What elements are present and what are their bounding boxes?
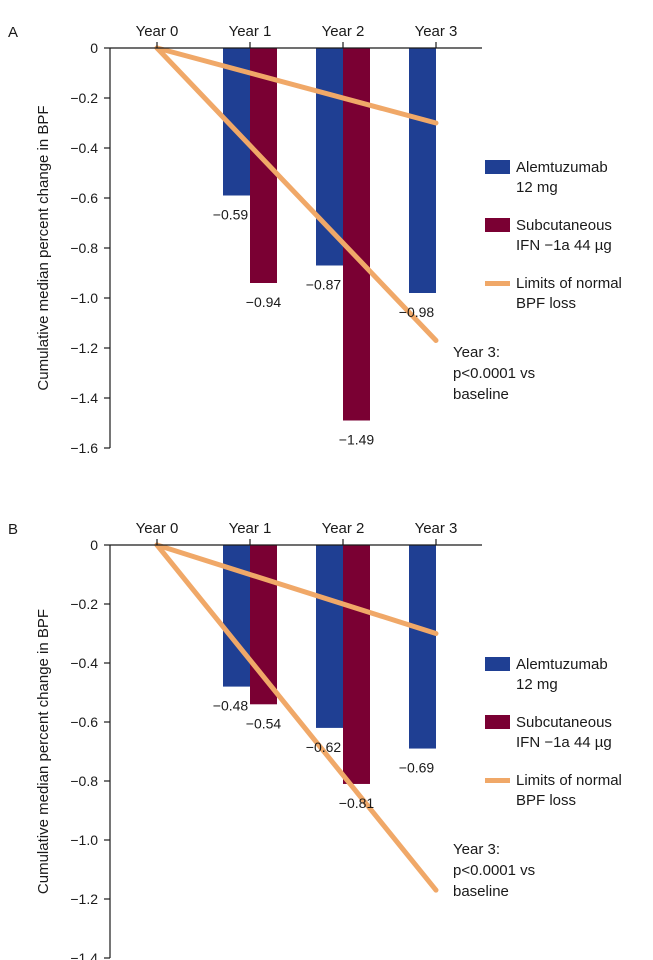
x-category-label: Year 0 xyxy=(136,23,179,40)
legend-swatch-line xyxy=(485,281,510,286)
legend-entry: Limits of normal xyxy=(516,772,622,789)
bar-ifn-year-1 xyxy=(250,48,277,283)
legend-entry: BPF loss xyxy=(516,792,576,809)
y-tick-label: −0.8 xyxy=(70,240,98,256)
y-tick-label: −0.6 xyxy=(70,190,98,206)
annotation: Year 3: xyxy=(453,344,500,361)
y-tick-label: −0.2 xyxy=(70,90,98,106)
y-axis-label: Cumulative median percent change in BPF xyxy=(35,105,52,390)
data-label: −0.81 xyxy=(339,795,375,811)
normal-limit-line-lower xyxy=(154,45,439,343)
legend-swatch-line xyxy=(485,778,510,783)
data-label: −0.54 xyxy=(246,715,282,731)
annotation: Year 3: xyxy=(453,841,500,858)
normal-limit-line-upper xyxy=(154,542,439,636)
bar-alemtuzumab-year-3 xyxy=(409,545,436,749)
x-category-label: Year 3 xyxy=(415,23,458,40)
x-category-label: Year 2 xyxy=(322,520,365,537)
y-tick-label: −1.0 xyxy=(70,290,98,306)
bar-ifn-year-2 xyxy=(343,48,370,421)
bar-alemtuzumab-year-3 xyxy=(409,48,436,293)
data-label: −0.59 xyxy=(213,207,249,223)
chart-panel-a: A 0 −0.2 −0.4 −0.6 −0.8 −1.0 −1.2 −1.4 −1.6 Year 0… xyxy=(8,23,622,456)
y-tick-label: −0.2 xyxy=(70,596,98,612)
x-category-label: Year 1 xyxy=(229,23,272,40)
legend-swatch xyxy=(485,715,510,729)
x-category-label: Year 3 xyxy=(415,520,458,537)
legend-entry: Limits of normal xyxy=(516,275,622,292)
y-tick-label: −1.0 xyxy=(70,832,98,848)
y-tick-label: −0.8 xyxy=(70,773,98,789)
legend-swatch xyxy=(485,657,510,671)
legend-swatch xyxy=(485,160,510,174)
legend-entry: Alemtuzumab xyxy=(516,159,608,176)
bar-ifn-year-2 xyxy=(343,545,370,784)
y-axis-label: Cumulative median percent change in BPF xyxy=(35,609,52,894)
legend-entry: 12 mg xyxy=(516,179,558,196)
y-tick-label: 0 xyxy=(90,40,98,56)
y-tick-label: −0.4 xyxy=(70,655,98,671)
y-tick-label: −0.4 xyxy=(70,140,98,156)
data-label: −0.87 xyxy=(306,277,342,293)
legend-entry: Subcutaneous xyxy=(516,217,612,234)
x-category-label: Year 1 xyxy=(229,520,272,537)
bar-alemtuzumab-year-2 xyxy=(316,545,343,728)
data-label: −0.69 xyxy=(399,760,435,776)
data-label: −1.49 xyxy=(339,432,375,448)
panel-letter: A xyxy=(8,24,18,41)
bar-alemtuzumab-year-2 xyxy=(316,48,343,266)
data-label: −0.94 xyxy=(246,294,282,310)
x-category-label: Year 0 xyxy=(136,520,179,537)
normal-limit-line-upper xyxy=(154,45,439,126)
y-tick-label: −1.2 xyxy=(70,340,98,356)
chart-panel-b: B 0 −0.2 −0.4 −0.6 −0.8 −1.0 −1.2 −1.4 Year 0 Year… xyxy=(8,520,622,960)
legend-entry: Subcutaneous xyxy=(516,714,612,731)
legend-entry: IFN −1a 44 µg xyxy=(516,734,612,751)
legend-entry: 12 mg xyxy=(516,676,558,693)
y-tick-label: −1.4 xyxy=(70,950,98,960)
legend-entry: IFN −1a 44 µg xyxy=(516,237,612,254)
data-label: −0.48 xyxy=(213,698,249,714)
legend-entry: Alemtuzumab xyxy=(516,656,608,673)
x-category-label: Year 2 xyxy=(322,23,365,40)
y-tick-label: −1.4 xyxy=(70,390,98,406)
y-tick-label: −0.6 xyxy=(70,714,98,730)
y-tick-label: −1.6 xyxy=(70,440,98,456)
legend-entry: BPF loss xyxy=(516,295,576,312)
annotation: p<0.0001 vs xyxy=(453,862,535,879)
y-tick-label: −1.2 xyxy=(70,891,98,907)
annotation: baseline xyxy=(453,386,509,403)
data-label: −0.62 xyxy=(306,739,342,755)
legend-swatch xyxy=(485,218,510,232)
data-label: −0.98 xyxy=(399,304,435,320)
annotation: p<0.0001 vs xyxy=(453,365,535,382)
y-tick-label: 0 xyxy=(90,537,98,553)
annotation: baseline xyxy=(453,883,509,900)
panel-letter: B xyxy=(8,521,18,538)
normal-limit-line-lower xyxy=(154,542,439,893)
